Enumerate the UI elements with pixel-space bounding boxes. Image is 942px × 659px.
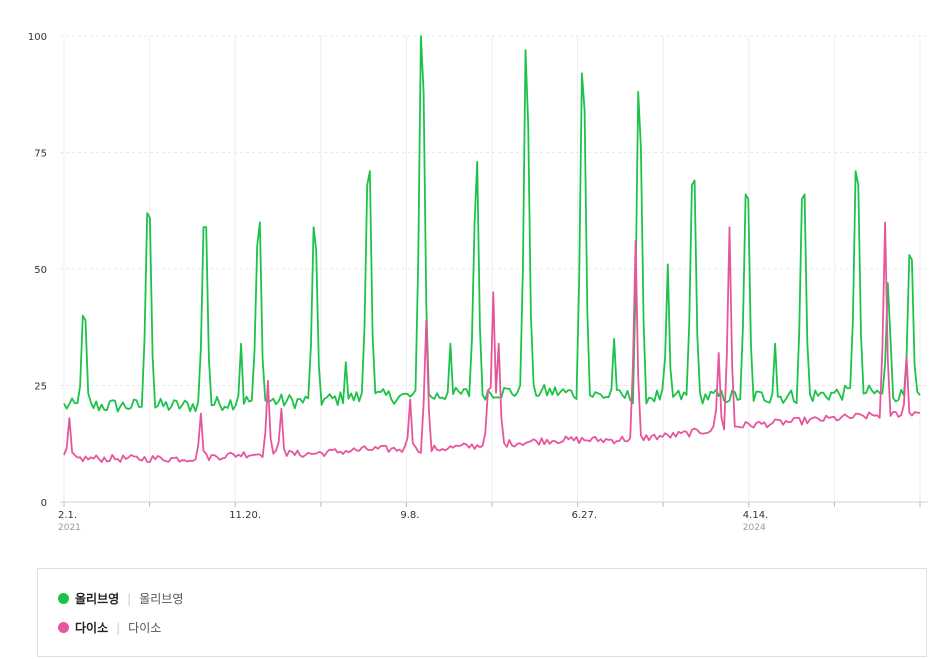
series-line-oliveyoung: [63, 35, 921, 413]
legend-dot-green: [58, 593, 69, 604]
series-lines: [63, 35, 921, 464]
legend-item-oliveyoung[interactable]: 올리브영 | 올리브영: [58, 590, 183, 607]
y-tick-label: 50: [34, 265, 47, 276]
legend-item-daiso[interactable]: 다이소 | 다이소: [58, 619, 161, 636]
x-tick-label: 2.1.: [58, 510, 77, 521]
legend-series-detail: 다이소: [128, 621, 162, 635]
legend-separator: |: [127, 591, 132, 606]
x-tick-label: 11.20.: [229, 510, 261, 521]
x-tick-year: 2024: [743, 523, 766, 533]
x-tick-label: 9.8.: [400, 510, 419, 521]
y-tick-label: 100: [28, 32, 47, 43]
y-tick-label: 75: [34, 149, 47, 160]
grid: [60, 35, 928, 503]
x-tick-label: 6.27.: [572, 510, 597, 521]
x-axis: 2.1. 2021 11.20. 9.8. 6.27. 4.14. 2024: [58, 502, 921, 533]
legend-series-name: 다이소: [75, 621, 109, 635]
x-tick-year: 2021: [58, 523, 81, 533]
y-tick-label: 0: [41, 498, 47, 509]
y-tick-label: 25: [34, 382, 47, 393]
legend-separator: |: [116, 620, 121, 635]
legend-series-detail: 올리브영: [139, 592, 184, 606]
y-axis: 0 25 50 75 100: [28, 32, 47, 509]
series-line-daiso: [63, 221, 921, 464]
legend-dot-pink: [58, 622, 69, 633]
legend: 올리브영 | 올리브영 다이소 | 다이소: [37, 568, 927, 657]
legend-series-name: 올리브영: [75, 592, 120, 606]
x-tick-label: 4.14.: [743, 510, 768, 521]
